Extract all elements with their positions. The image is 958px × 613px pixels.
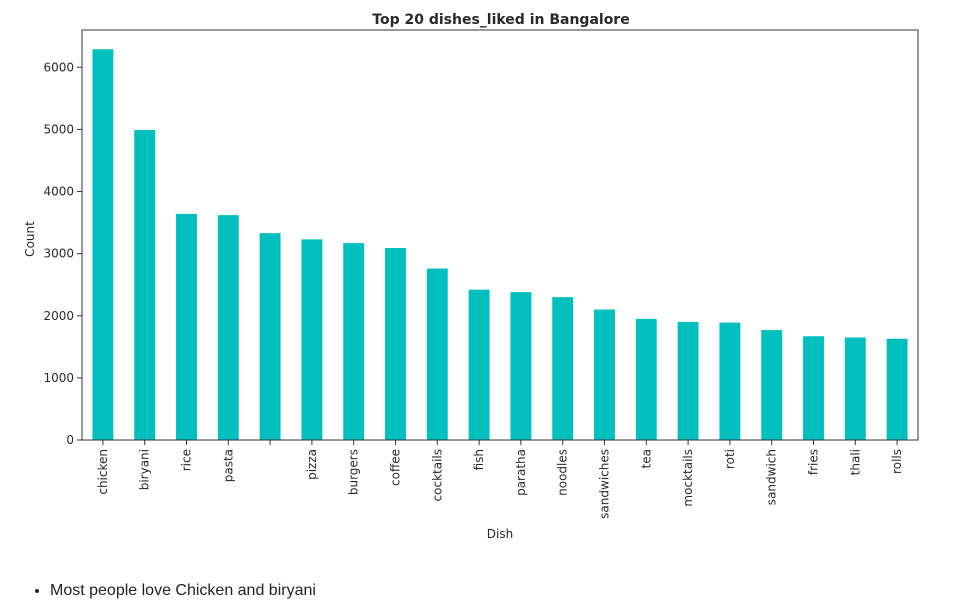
chart-title: Top 20 dishes_liked in Bangalore bbox=[372, 12, 629, 28]
x-tick-label: roti bbox=[723, 449, 737, 469]
x-tick-label: coffee bbox=[389, 449, 403, 486]
x-tick-label: thali bbox=[848, 449, 862, 475]
bar-sandwiches bbox=[594, 309, 615, 440]
y-tick-label: 6000 bbox=[43, 60, 74, 74]
bar-pasta bbox=[217, 215, 239, 440]
bar-biryani bbox=[134, 130, 156, 440]
x-tick-label: pasta bbox=[221, 449, 235, 482]
bar-paratha bbox=[510, 292, 532, 440]
x-tick-label: noodles bbox=[556, 449, 570, 496]
bars bbox=[92, 49, 908, 440]
notes-list: Most people love Chicken and biryani bbox=[30, 578, 316, 604]
y-tick-label: 5000 bbox=[43, 122, 74, 136]
bar-sandwich bbox=[761, 330, 783, 440]
x-tick-label: burgers bbox=[347, 449, 361, 495]
y-tick-label: 1000 bbox=[43, 371, 74, 385]
bar-fish bbox=[468, 289, 490, 440]
x-tick-label: rolls bbox=[890, 449, 904, 474]
plot-frame bbox=[81, 29, 919, 441]
bar-unlabeled-4 bbox=[259, 233, 281, 440]
bar-thali bbox=[844, 337, 866, 440]
x-tick-label: paratha bbox=[514, 449, 528, 496]
bar-cocktails bbox=[426, 268, 448, 440]
x-tick-label: chicken bbox=[96, 449, 110, 495]
y-axis-ticks: 0 1000 2000 3000 4000 5000 6000 bbox=[43, 60, 82, 447]
bar-rolls bbox=[886, 338, 908, 440]
bar-burgers bbox=[343, 243, 365, 440]
x-tick-label: cocktails bbox=[430, 449, 444, 501]
x-axis-label: Dish bbox=[487, 527, 513, 541]
bar-mocktails bbox=[677, 321, 699, 440]
x-tick-label: tea bbox=[639, 449, 653, 468]
x-tick-label: biryani bbox=[138, 449, 152, 490]
bar-chart: Top 20 dishes_liked in Bangalore 0 1000 20… bbox=[23, 12, 919, 541]
bar-tea bbox=[635, 318, 657, 440]
y-tick-label: 4000 bbox=[43, 185, 74, 199]
x-tick-label: sandwich bbox=[765, 449, 779, 505]
x-tick-label: rice bbox=[180, 449, 194, 471]
y-tick-label: 3000 bbox=[43, 247, 74, 261]
y-axis-label: Count bbox=[23, 221, 37, 257]
x-tick-label: fish bbox=[472, 449, 486, 470]
y-tick-label: 0 bbox=[66, 433, 74, 447]
bar-rice bbox=[176, 213, 197, 440]
x-tick-label: fries bbox=[807, 449, 821, 475]
bar-coffee bbox=[385, 248, 406, 440]
bar-fries bbox=[803, 336, 824, 440]
bar-chicken bbox=[92, 49, 114, 440]
x-tick-label: pizza bbox=[305, 449, 319, 480]
x-tick-label: mocktails bbox=[681, 449, 695, 507]
bar-roti bbox=[719, 322, 741, 440]
y-tick-label: 2000 bbox=[43, 309, 74, 323]
note-item: Most people love Chicken and biryani bbox=[50, 578, 316, 604]
x-axis-ticks: chicken biryani rice pasta pizza burgers coffe… bbox=[96, 440, 904, 519]
x-tick-label: sandwiches bbox=[598, 449, 612, 519]
bar-pizza bbox=[301, 239, 323, 440]
bar-noodles bbox=[552, 297, 574, 440]
